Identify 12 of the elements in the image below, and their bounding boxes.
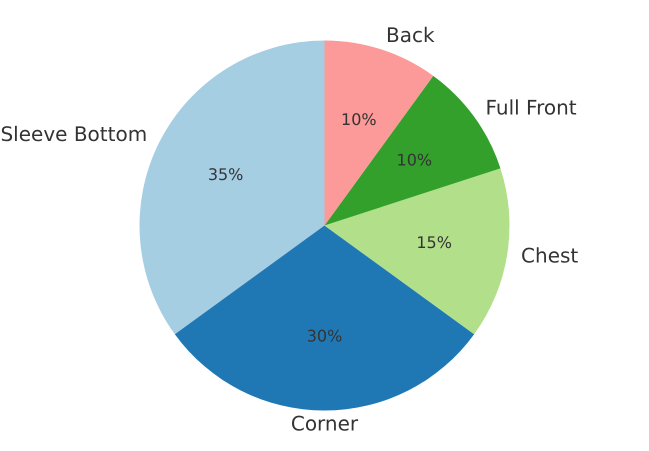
data-label: 10%: [341, 110, 377, 129]
data-label: 35%: [208, 165, 244, 184]
slice-label: Chest: [521, 244, 578, 268]
pie-slice: [324, 40, 434, 226]
slice-label: Corner: [290, 412, 359, 436]
pie-slice: [174, 226, 474, 410]
data-label: 15%: [416, 232, 452, 252]
slice-label: Full Front: [485, 96, 577, 120]
data-label: 30%: [306, 326, 342, 346]
slice-label: Back: [386, 23, 435, 48]
data-label: 10%: [396, 150, 432, 170]
slice-label: Sleeve Bottom: [0, 122, 148, 146]
